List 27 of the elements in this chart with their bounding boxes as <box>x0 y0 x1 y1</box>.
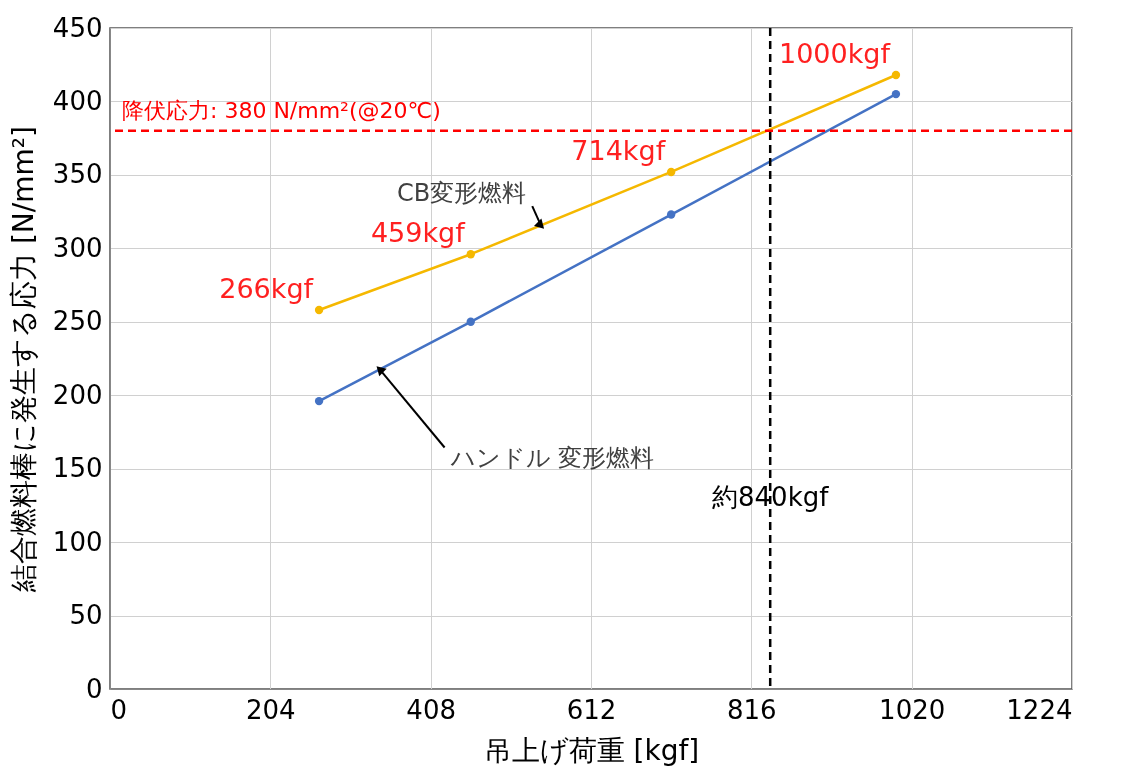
x-tick-label: 612 <box>566 694 617 725</box>
y-tick-label: 400 <box>52 85 103 116</box>
y-tick-label: 350 <box>52 159 103 190</box>
annotation: 714kgf <box>571 134 667 166</box>
text: ハンドル 変形燃料 <box>449 444 655 473</box>
y-tick-label: 0 <box>85 673 103 704</box>
x-tick-label: 1224 <box>1006 694 1073 725</box>
x-axis-title: 吊上げ荷重 [kgf] <box>483 733 700 767</box>
y-tick-label: 150 <box>52 453 103 484</box>
y-tick-label: 300 <box>52 232 103 263</box>
annotation: 1000kgf <box>778 38 892 69</box>
y-axis-title: 結合燃料棒に発生する応力 [N/mm²] <box>6 126 40 593</box>
x-tick-label: 0 <box>110 694 128 725</box>
series-label: CB変形燃料 <box>397 179 527 208</box>
x-tick-label: 204 <box>246 694 296 725</box>
x-tick-label: 816 <box>727 694 777 725</box>
y-tick-label: 250 <box>52 306 103 337</box>
x-tick-label: 1020 <box>879 694 946 725</box>
annotation: 459kgf <box>370 217 467 249</box>
x-tick-label: 408 <box>406 694 456 725</box>
annotation: 266kgf <box>219 273 315 305</box>
y-tick-label: 200 <box>52 379 103 410</box>
ref-line-label: 約840kgf <box>712 482 830 512</box>
y-tick-label: 450 <box>52 12 103 43</box>
ref-line-label: 降伏応力: 380 N/mm²(@20℃) <box>122 97 441 123</box>
y-tick-label: 50 <box>69 600 103 631</box>
y-tick-label: 100 <box>52 526 103 557</box>
